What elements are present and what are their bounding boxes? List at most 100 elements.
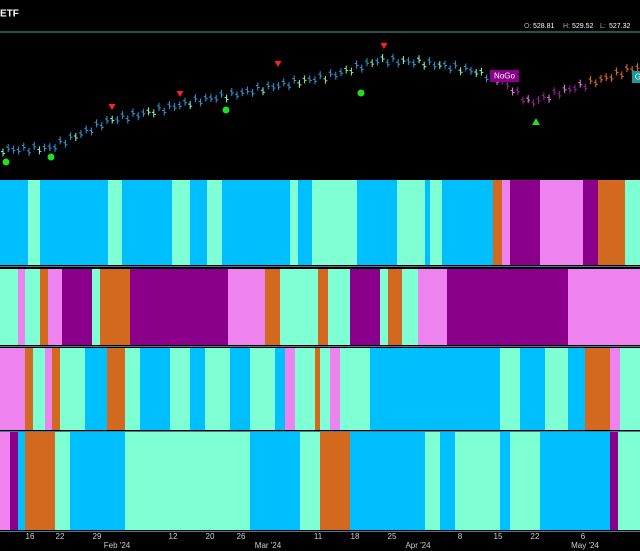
- heat-cell: [315, 348, 320, 430]
- heat-cell: [625, 180, 640, 265]
- heat-cell: [290, 180, 298, 265]
- price-panel: [1, 43, 640, 166]
- heat-cell: [300, 432, 320, 530]
- heat-cell: [350, 269, 380, 345]
- heat-cell: [318, 269, 328, 345]
- heat-cell: [125, 348, 140, 430]
- nogo-triangle: [108, 104, 116, 110]
- heat-cell: [130, 269, 228, 345]
- heat-cell: [418, 269, 447, 345]
- heat-cell: [190, 348, 205, 430]
- heat-cell: [430, 180, 442, 265]
- heat-cell: [455, 432, 500, 530]
- heat-cell: [100, 269, 130, 345]
- heat-cell: [0, 432, 10, 530]
- heat-cell: [107, 348, 125, 430]
- heat-cell: [583, 180, 598, 265]
- heat-cell: [45, 348, 52, 430]
- nogo-label: NoGo: [494, 72, 515, 81]
- heat-cell: [33, 348, 45, 430]
- heat-panels: [0, 180, 640, 532]
- heat-cell: [440, 432, 455, 530]
- heat-cell: [60, 348, 85, 430]
- heat-cell: [610, 348, 620, 430]
- ohlc-key: H:: [563, 23, 570, 30]
- heat-cell: [545, 348, 568, 430]
- title: ETF: [0, 9, 19, 20]
- heat-cell: [52, 348, 60, 430]
- x-tick-label: 12: [169, 532, 178, 541]
- heat-cell: [18, 432, 25, 530]
- heat-cell: [55, 432, 70, 530]
- ohlc-key: L:: [600, 23, 606, 30]
- heat-cell: [425, 180, 430, 265]
- heat-cell: [380, 269, 388, 345]
- x-tick-label: 18: [351, 532, 360, 541]
- nogo-box: [490, 70, 519, 82]
- heat-cell: [328, 269, 350, 345]
- x-tick-label: 25: [388, 532, 397, 541]
- heat-cell: [447, 269, 568, 345]
- heat-cell: [520, 348, 545, 430]
- heat-cell: [568, 269, 640, 345]
- heat-cell: [0, 180, 28, 265]
- ohlc-value: 529.52: [572, 23, 594, 30]
- heat-cell: [402, 269, 418, 345]
- x-month-label: Feb '24: [104, 541, 131, 550]
- heat-cell: [92, 269, 100, 345]
- heat-cell: [170, 348, 190, 430]
- heat-cell: [250, 348, 275, 430]
- heat-cell: [40, 269, 48, 345]
- heat-cell: [540, 432, 610, 530]
- heat-cell: [250, 432, 300, 530]
- heat-cell: [510, 432, 540, 530]
- heat-cell: [620, 348, 640, 430]
- heat-cell: [25, 432, 55, 530]
- heat-cell: [265, 269, 280, 345]
- heat-cell: [48, 269, 62, 345]
- heat-cell: [585, 348, 610, 430]
- heat-cell: [70, 432, 125, 530]
- heat-cell: [140, 348, 170, 430]
- heat-cell: [298, 180, 312, 265]
- heat-cell: [320, 348, 330, 430]
- heat-cell: [28, 180, 40, 265]
- heat-cell: [568, 348, 585, 430]
- heat-cell: [320, 432, 350, 530]
- go-triangle: [532, 118, 540, 125]
- heat-cell: [285, 348, 295, 430]
- x-tick-label: 22: [531, 532, 540, 541]
- heat-cell: [205, 348, 230, 430]
- ohlc: O: 528.81 H: 529.52 L: 527.32: [524, 23, 631, 30]
- heat-cell: [500, 432, 510, 530]
- heat-cell: [280, 269, 318, 345]
- heat-cell: [510, 180, 540, 265]
- heat-cell: [0, 269, 18, 345]
- heat-cell: [388, 269, 402, 345]
- heat-cell: [397, 180, 425, 265]
- ohlc-value: 527.32: [609, 23, 631, 30]
- heat-cell: [370, 348, 500, 430]
- x-month-label: Apr '24: [405, 541, 431, 550]
- heat-cell: [25, 269, 40, 345]
- x-tick-label: 11: [314, 532, 323, 541]
- heat-cell: [172, 180, 190, 265]
- heat-cell: [62, 269, 92, 345]
- heat-cell: [493, 180, 502, 265]
- heat-cell: [190, 180, 207, 265]
- go-label: G: [635, 73, 640, 82]
- heat-cell: [312, 180, 357, 265]
- nogo-triangle: [380, 43, 388, 49]
- nogo-triangle: [176, 91, 184, 97]
- x-tick-label: 16: [26, 532, 35, 541]
- heat-cell: [610, 432, 618, 530]
- heat-cell: [10, 432, 18, 530]
- x-tick-label: 6: [581, 532, 586, 541]
- heat-cell: [40, 180, 108, 265]
- heat-cell: [295, 348, 315, 430]
- x-month-label: May '24: [571, 541, 599, 550]
- x-tick-label: 22: [56, 532, 65, 541]
- heat-cell: [357, 180, 397, 265]
- x-month-label: Mar '24: [255, 541, 282, 550]
